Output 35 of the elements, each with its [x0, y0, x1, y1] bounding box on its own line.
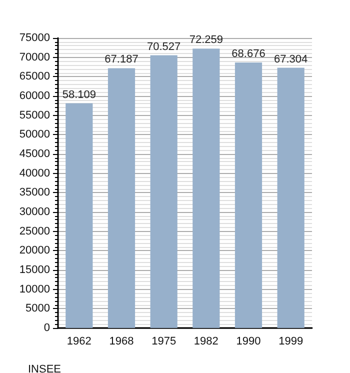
y-tick-label: 35000 — [19, 186, 50, 199]
data-label: 67.187 — [104, 54, 138, 66]
x-tick-label: 1990 — [236, 336, 261, 348]
text: INSEE — [28, 364, 62, 373]
bar — [108, 68, 136, 328]
x-tick-label: 1962 — [66, 336, 92, 348]
y-tick-label: 5000 — [26, 302, 50, 315]
bar — [234, 62, 262, 328]
y-tick-label: 40000 — [19, 167, 50, 180]
y-tick-label: 0 — [44, 322, 50, 334]
bar — [192, 48, 220, 328]
x-tick-label: 1982 — [194, 336, 218, 348]
x-tick-label: 1968 — [109, 336, 134, 348]
x-tick-label: 1999 — [278, 336, 304, 348]
y-tick-label: 60000 — [19, 90, 50, 102]
y-tick-label: 30000 — [19, 206, 50, 218]
x-tick-label: 1975 — [152, 336, 176, 348]
y-tick-label: 65000 — [19, 70, 50, 83]
data-label: 68.676 — [232, 48, 266, 60]
y-tick-label: 75000 — [19, 32, 50, 44]
bar — [150, 55, 178, 328]
data-label: 67.304 — [274, 53, 308, 66]
y-tick-label: 15000 — [19, 264, 50, 276]
data-label: 72.259 — [189, 34, 223, 46]
y-tick-label: 55000 — [19, 109, 50, 122]
bar — [66, 103, 93, 328]
data-label: 58.109 — [62, 88, 96, 101]
y-tick-label: 20000 — [19, 244, 50, 257]
y-tick-label: 10000 — [19, 283, 50, 296]
data-label: 70.527 — [147, 40, 181, 53]
y-tick-label: 25000 — [19, 225, 50, 238]
bar — [277, 68, 304, 328]
y-tick-label: 70000 — [19, 51, 50, 64]
y-tick-label: 50000 — [19, 128, 50, 141]
y-tick-label: 45000 — [19, 148, 50, 160]
